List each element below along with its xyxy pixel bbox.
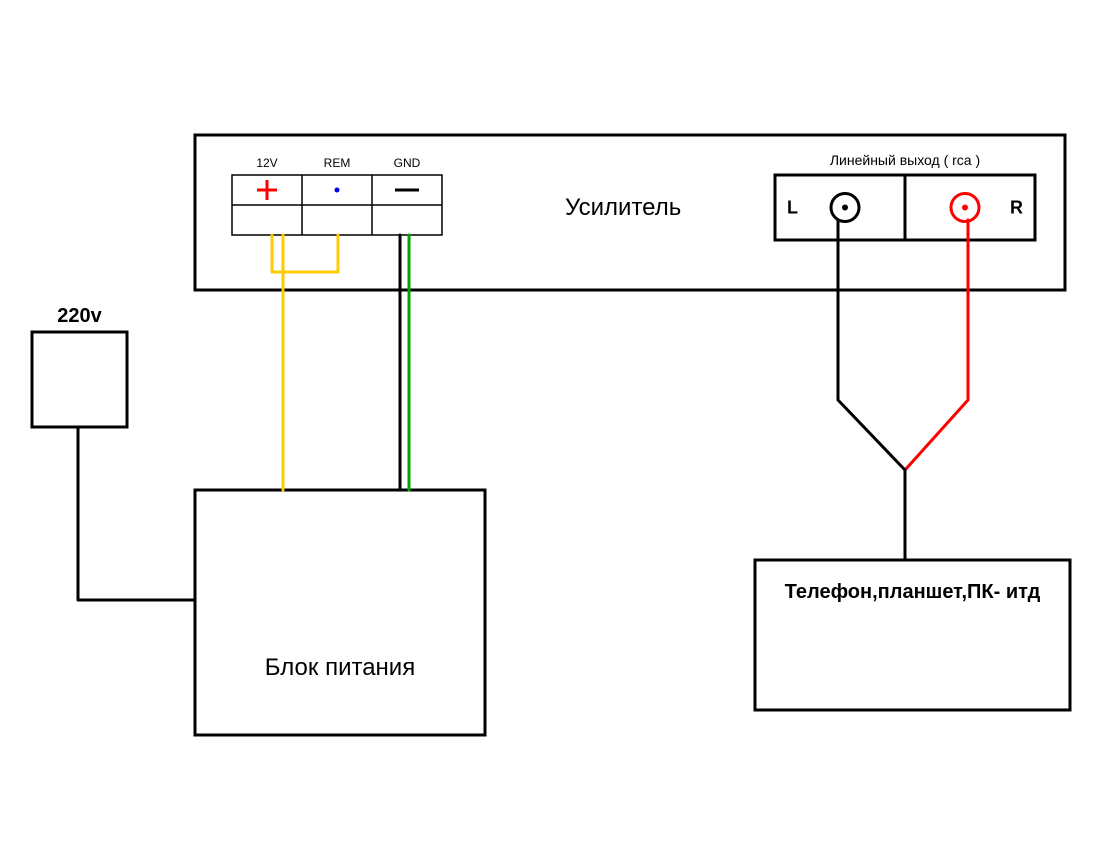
psu-box: Блок питания — [195, 490, 485, 735]
wire — [905, 220, 968, 470]
psu-label: Блок питания — [265, 654, 415, 681]
line-out-block: Линейный выход ( rca ) L R — [775, 152, 1035, 240]
wire — [838, 220, 905, 560]
terminal-label-12v: 12V — [256, 156, 277, 170]
device-box: Телефон,планшет,ПК- итд — [755, 560, 1070, 710]
terminal-label-rem: REM — [324, 156, 351, 170]
terminal-label-gnd: GND — [394, 156, 421, 170]
rca-left-label: L — [787, 198, 798, 218]
wire — [78, 427, 195, 600]
socket-220v: 220v — [32, 305, 127, 427]
rca-right-label: R — [1010, 198, 1023, 218]
rem-dot-icon — [335, 188, 340, 193]
terminal-block: 12V REM GND — [232, 156, 442, 235]
device-label: Телефон,планшет,ПК- итд — [785, 581, 1041, 603]
amplifier-label: Усилитель — [565, 194, 681, 221]
line-out-label: Линейный выход ( rca ) — [830, 152, 980, 168]
socket-220v-label: 220v — [57, 305, 102, 327]
